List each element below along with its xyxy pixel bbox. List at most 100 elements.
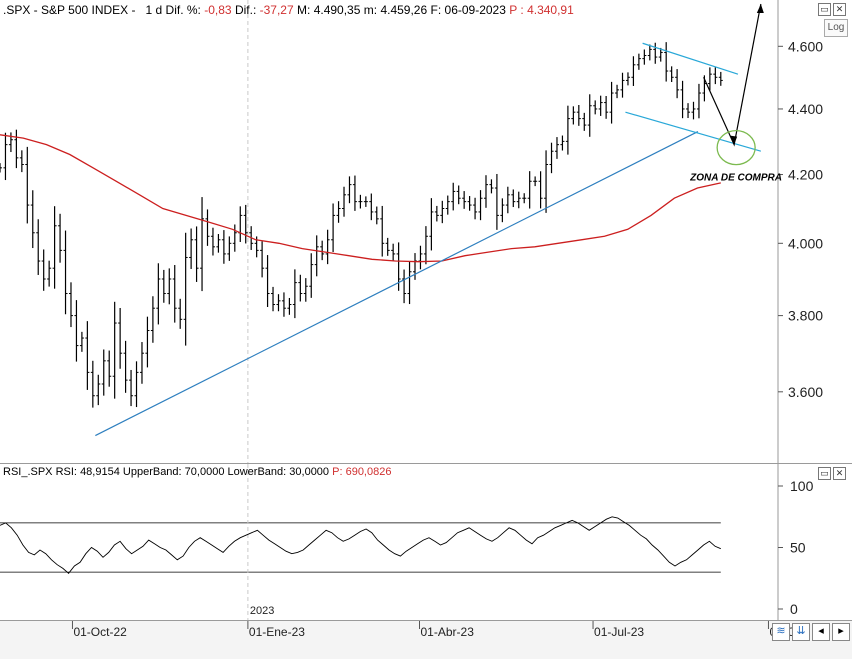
price-bar (183, 232, 188, 346)
rsi-maximize-button[interactable]: ▭ (818, 467, 831, 480)
price-bar (314, 235, 319, 277)
price-bar (342, 186, 347, 217)
min-label: m: (363, 3, 378, 17)
rsi-line (0, 516, 721, 574)
scroll-icon[interactable]: ⇊ (792, 623, 810, 641)
scroll-left-icon[interactable]: ◂ (812, 623, 830, 641)
price-bar (380, 205, 385, 257)
rsi-close-button[interactable]: ✕ (833, 467, 846, 480)
price-bar (675, 69, 680, 99)
price-bar (14, 129, 19, 169)
price-bar (429, 198, 434, 251)
dif-pct-label: Dif. %: (165, 3, 201, 17)
price-chart[interactable]: 3.600 3.800 4.000 4.200 4.400 4.600 ZONA DE CO… (0, 0, 852, 463)
price-bar (664, 42, 669, 82)
price-bar (571, 106, 576, 125)
upper-band-label: UpperBand: (122, 466, 182, 478)
min-value: 4.459,26 (380, 3, 428, 17)
max-label: M: (297, 3, 311, 17)
log-scale-button[interactable]: Log (824, 19, 848, 37)
price-bar (505, 186, 510, 214)
price-bar (292, 269, 297, 319)
price-bar (402, 269, 407, 304)
buy-zone-circle (716, 129, 756, 166)
price-tick-label: 3.600 (788, 384, 823, 400)
support-trendline (95, 131, 699, 437)
price-bar (565, 105, 570, 155)
price-bar (478, 190, 483, 221)
price-bar (680, 80, 685, 119)
price-bar (407, 261, 412, 305)
price-bar (36, 219, 41, 275)
price-header: .SPX - S&P 500 INDEX - 1 d Dif. %: -0,83… (3, 3, 574, 17)
price-bar (85, 321, 90, 390)
price-bar (456, 185, 461, 205)
rsi-tick-label: 0 (790, 601, 798, 617)
price-bar (620, 72, 625, 98)
price-bar (194, 226, 199, 282)
price-bar (363, 196, 368, 207)
price-bar (96, 374, 101, 406)
time-tick-label: 01-Oct-22 (73, 625, 127, 639)
price-bar (227, 236, 232, 261)
price-bar (265, 255, 270, 308)
price-bar (271, 286, 276, 312)
price-bar (331, 203, 336, 253)
rsi-p-value: 690,0826 (345, 466, 392, 478)
price-window-buttons: ▭ ✕ (818, 3, 846, 16)
price-tick-label: 4.600 (788, 38, 823, 54)
price-bar (418, 245, 423, 270)
price-bar (63, 230, 68, 315)
price-bar (112, 301, 117, 399)
price-bar (352, 175, 357, 211)
price-bar (647, 44, 652, 61)
price-tick-label: 4.400 (788, 101, 823, 117)
price-bar (276, 294, 281, 312)
date-label: F: (430, 3, 442, 17)
price-bar (320, 240, 325, 261)
price-bar (718, 71, 723, 86)
maximize-button[interactable]: ▭ (818, 3, 831, 16)
price-bar (658, 47, 663, 62)
price-bar (527, 171, 532, 209)
date-value: 06-09-2023 (444, 3, 506, 17)
time-tick-label: 01-Jul-23 (594, 625, 644, 639)
price-bar (413, 253, 418, 280)
rsi-chart-pane[interactable]: 0 50 100 2023 RSI_.SPX RSI: 48,9154 UpperBa… (0, 463, 852, 621)
price-tick-label: 3.800 (788, 308, 823, 324)
price-bar (238, 206, 243, 242)
price-bar (90, 360, 95, 408)
price-bar (544, 150, 549, 213)
price-bar (107, 350, 112, 387)
rsi-chart[interactable]: 0 50 100 2023 (0, 464, 852, 621)
price-chart-pane[interactable]: 3.600 3.800 4.000 4.200 4.400 4.600 ZONA DE CO… (0, 0, 852, 463)
channel-upper-line (642, 42, 739, 75)
rsi-window-buttons: ▭ ✕ (818, 467, 846, 480)
price-bar (172, 265, 177, 323)
price-bar (358, 194, 363, 209)
dif-label: Dif.: (234, 3, 257, 17)
max-value: 4.490,35 (313, 3, 361, 17)
price-bar (391, 243, 396, 261)
symbol-label: .SPX - S&P 500 INDEX - (3, 3, 136, 17)
price-bar (167, 268, 172, 305)
price-bar (74, 300, 79, 362)
rsi-tick-label: 50 (790, 540, 806, 556)
dif-value: -37,27 (259, 3, 294, 17)
projection-path (703, 3, 762, 147)
price-bar (260, 241, 265, 278)
scroll-right-icon[interactable]: ▸ (832, 623, 850, 641)
price-bar (79, 331, 84, 352)
price-bar (200, 197, 205, 292)
upper-band-value: 70,0000 (184, 466, 225, 478)
price-bar (123, 340, 128, 393)
price-bar (25, 146, 30, 224)
price-bar (696, 83, 701, 119)
zoom-icon[interactable]: ≋ (772, 623, 790, 641)
price-bar (587, 94, 592, 137)
interval-label: 1 d (145, 3, 163, 17)
price-bar (221, 230, 226, 264)
close-button[interactable]: ✕ (833, 3, 846, 16)
